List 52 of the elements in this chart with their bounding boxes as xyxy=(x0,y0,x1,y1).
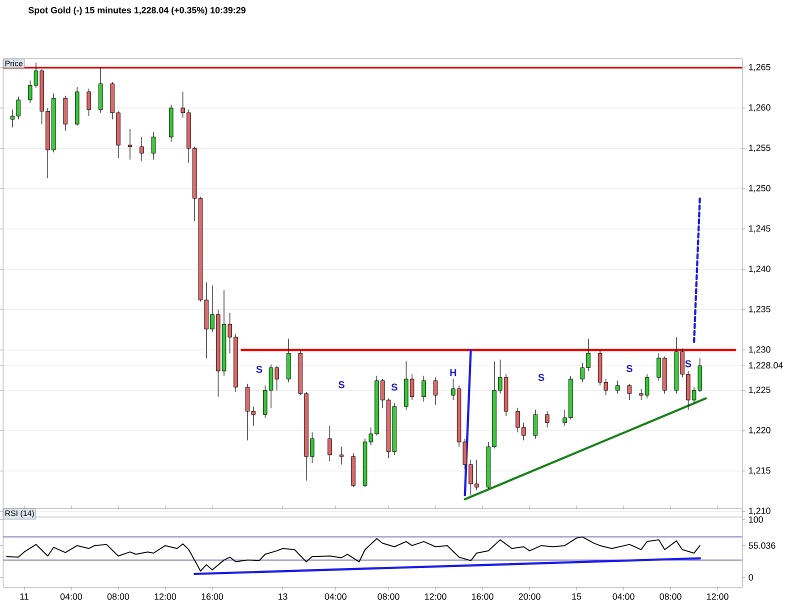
x-tick-label: 08:00 xyxy=(660,594,682,600)
annotation: S xyxy=(626,365,632,372)
y-tick-label: 1,225 xyxy=(749,386,770,394)
annotation: S xyxy=(538,374,544,382)
y-tick-label: 1,240 xyxy=(749,266,770,274)
x-tick-label: 12:00 xyxy=(154,594,176,600)
candlestick xyxy=(533,410,538,440)
x-tick-label: 08:00 xyxy=(107,594,130,600)
candlestick xyxy=(328,426,332,462)
y-tick-label: 1,210 xyxy=(749,508,770,516)
x-tick-label: 20:00 xyxy=(518,594,540,600)
annotation: S xyxy=(338,381,344,388)
y-tick-label: 1,255 xyxy=(749,144,770,152)
y-tick-label: 55.036 xyxy=(748,542,776,549)
y-tick-label: 1,230 xyxy=(749,346,770,354)
x-tick-label: 13 xyxy=(278,594,288,600)
candlestick xyxy=(86,88,92,116)
y-tick-label: 1,228.04 xyxy=(749,362,783,370)
candlestick xyxy=(422,376,426,402)
candlestick xyxy=(151,132,156,160)
candlestick xyxy=(627,384,632,400)
annotation: S xyxy=(256,366,262,374)
annotation: S xyxy=(391,384,398,391)
y-tick-label: 0 xyxy=(748,574,754,581)
x-tick-label: 11 xyxy=(20,594,28,600)
x-tick-label: 16:00 xyxy=(472,594,494,600)
y-tick-label: 1,220 xyxy=(749,427,770,434)
candlestick xyxy=(140,136,144,162)
x-tick-label: 08:00 xyxy=(378,594,400,600)
y-tick-label: 1,245 xyxy=(749,225,770,233)
x-tick-label: 04:00 xyxy=(612,594,634,600)
x-tick-label: 15 xyxy=(572,594,582,600)
y-tick-label: 1,265 xyxy=(749,64,770,72)
x-tick-label: 12:00 xyxy=(425,594,446,600)
candlestick xyxy=(128,128,132,160)
line-series xyxy=(6,536,700,572)
annotation: H xyxy=(450,369,456,376)
x-tick-label: 04:00 xyxy=(60,594,82,600)
candlestick xyxy=(339,446,344,465)
y-tick-label: 1,215 xyxy=(749,467,770,475)
y-tick-label: 1,235 xyxy=(749,306,770,314)
y-tick-label: 1,250 xyxy=(749,185,770,192)
annotation: S xyxy=(685,360,692,368)
candlestick xyxy=(616,380,620,394)
candlestick xyxy=(545,411,550,428)
chart-title: Spot Gold (-) 15 minutes 1,228.04 (+0.35%) 10:39:29 xyxy=(28,6,246,16)
y-tick-label: 100 xyxy=(749,516,763,523)
y-tick-label: 1,260 xyxy=(749,104,770,112)
candlestick xyxy=(433,377,438,406)
x-tick-label: 16:00 xyxy=(202,594,224,600)
x-tick-label: 04:00 xyxy=(324,594,346,600)
x-tick-label: 12:00 xyxy=(707,594,728,600)
